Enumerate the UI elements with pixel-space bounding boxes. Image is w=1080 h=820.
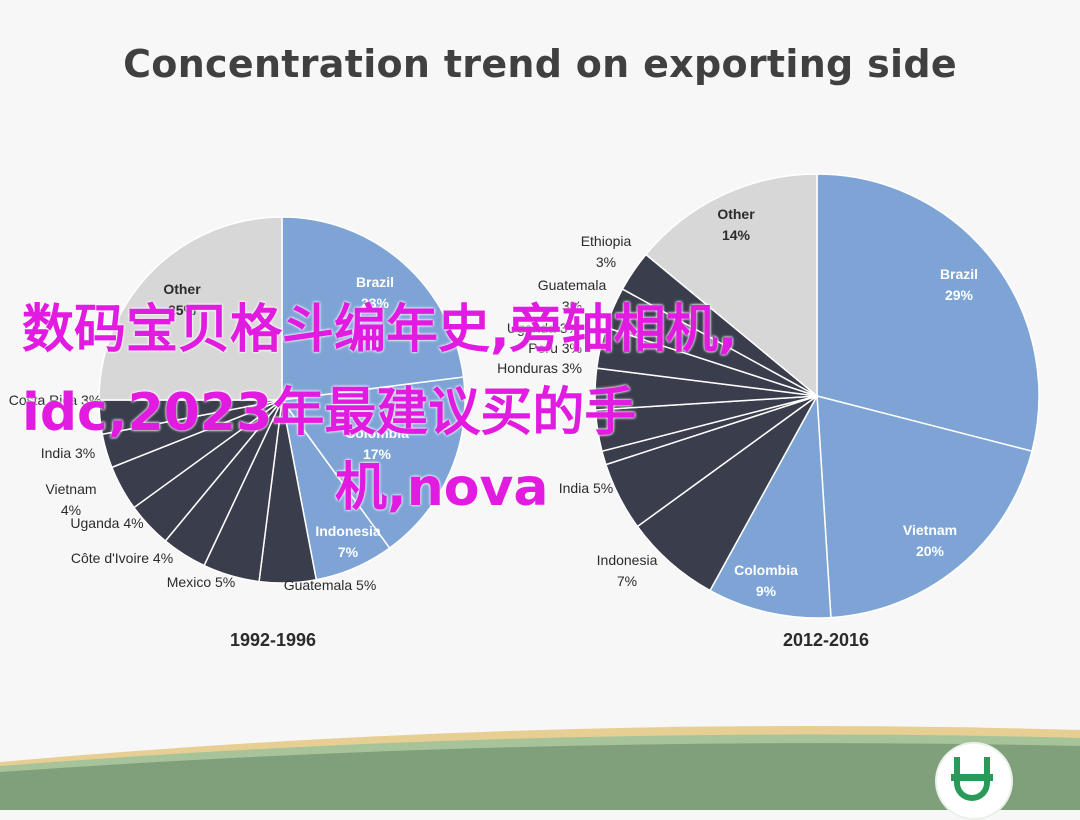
pie-slice-other (644, 173, 818, 398)
pie-label: Honduras 3% (497, 360, 582, 376)
pie-label: Costa Rica 3% (9, 392, 102, 408)
pie-value: 23% (361, 295, 390, 311)
pie-label: Other (163, 281, 201, 297)
pie-value: 14% (722, 227, 751, 243)
pie-label: Vietnam (45, 481, 96, 497)
pie-label: Mexico 5% (167, 574, 235, 590)
pie-label: Guatemala 5% (284, 577, 377, 593)
pie-value: 25% (168, 302, 197, 318)
pie-value: 3% (596, 254, 616, 270)
slide-title: Concentration trend on exporting side (123, 42, 957, 86)
pie-value: 17% (363, 446, 392, 462)
pie-title: 1992-1996 (230, 630, 316, 650)
pie-value: 20% (916, 543, 945, 559)
pie-label: Other (717, 206, 755, 222)
logo-icon (935, 742, 1013, 820)
pie-label: Ethiopia (581, 233, 632, 249)
pie-value: 4% (61, 502, 81, 518)
pie-label: Brazil (940, 266, 978, 282)
pie-label: Indonesia (597, 552, 658, 568)
pie-label: India 5% (559, 480, 613, 496)
pie-charts: Brazil 23% Colombia 17% Indonesia 7% Guatemala… (9, 173, 1040, 650)
pie-value: 3% (562, 298, 582, 314)
pie-1: Brazil 29% Vietnam 20% Colombia 9% Indonesia 7%… (497, 173, 1040, 650)
pie-value: 9% (756, 583, 777, 599)
footer-band (0, 726, 1080, 810)
overlay-line-3: 机,nova (335, 458, 549, 518)
pie-label: Guatemala (538, 277, 607, 293)
pie-label: Uganda 3% (507, 320, 580, 336)
pie-slice-brazil (281, 216, 465, 401)
overlay-line-1: 数码宝贝格斗编年史,旁轴相机, (22, 300, 738, 360)
pie-label: India 3% (41, 445, 95, 461)
pie-label: Côte d'Ivoire 4% (71, 550, 173, 566)
pie-slice-brazil (816, 173, 1040, 453)
pie-value: 7% (338, 544, 359, 560)
pie-slice-colombia (280, 376, 466, 550)
pie-title: 2012-2016 (783, 630, 869, 650)
pie-label: Colombia (345, 425, 409, 441)
pie-label: Uganda 4% (70, 515, 143, 531)
pie-label: Vietnam (903, 522, 957, 538)
pie-label: Indonesia (315, 523, 381, 539)
pie-label: Colombia (734, 562, 798, 578)
pie-value: 7% (617, 573, 637, 589)
pie-label: Brazil (356, 274, 394, 290)
pie-0: Brazil 23% Colombia 17% Indonesia 7% Guatemala… (9, 216, 466, 650)
pie-value: 29% (945, 287, 974, 303)
overlay-line-2: idc,2023年最建议买的手 (22, 383, 637, 443)
pie-slice-other (98, 216, 283, 401)
pie-slice-vietnam (816, 395, 1033, 619)
pie-label: Peru 3% (528, 340, 582, 356)
pie-slice-colombia (709, 393, 832, 619)
